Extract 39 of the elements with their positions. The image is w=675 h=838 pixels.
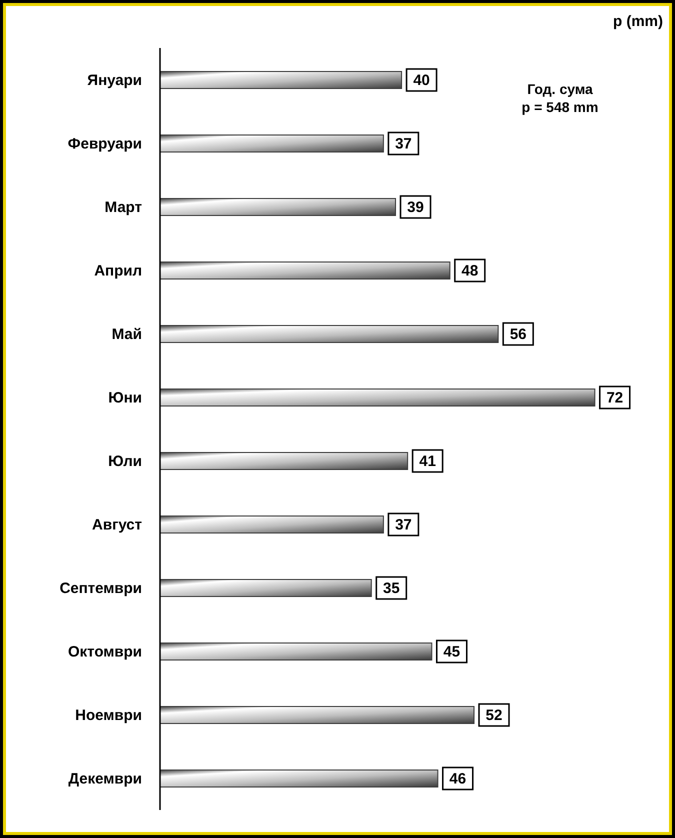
y-tick-label: Юни (108, 390, 142, 407)
data-label: 41 (419, 452, 436, 470)
data-label: 52 (486, 706, 502, 724)
y-tick-label: Септември (60, 580, 142, 598)
x-axis-title: p (mm) (613, 13, 663, 30)
data-label: 45 (443, 643, 460, 660)
bar (160, 642, 432, 660)
bar (160, 70, 402, 89)
bar (160, 388, 596, 406)
y-tick-label: Февруари (68, 136, 142, 153)
data-label: 35 (383, 580, 400, 597)
annotation: Год. сума (527, 81, 594, 97)
data-label: 48 (462, 262, 478, 280)
y-tick-label: Юли (108, 453, 142, 470)
data-label: 40 (413, 72, 430, 89)
bar (160, 578, 372, 597)
bar (160, 261, 450, 280)
data-label: 72 (606, 389, 624, 406)
y-tick-label: Януари (87, 72, 142, 90)
data-label: 39 (407, 198, 424, 216)
y-tick-label: Октомври (68, 644, 142, 661)
y-tick-label: Май (112, 326, 142, 344)
bar (160, 769, 438, 788)
bar (160, 324, 499, 343)
bar (160, 706, 475, 724)
bar (160, 198, 396, 216)
y-tick-label: Август (92, 516, 142, 534)
data-label: 46 (449, 770, 466, 788)
y-tick-label: Декември (68, 770, 142, 788)
y-tick-label: Ноември (75, 707, 142, 724)
y-tick-label: Април (94, 262, 142, 280)
bar (160, 134, 384, 152)
bar (160, 452, 408, 470)
data-label: 56 (510, 326, 527, 343)
annotation: p = 548 mm (522, 99, 598, 115)
bar (160, 515, 384, 534)
data-label: 37 (395, 135, 412, 152)
y-tick-label: Март (104, 199, 142, 216)
data-label: 37 (395, 516, 412, 534)
